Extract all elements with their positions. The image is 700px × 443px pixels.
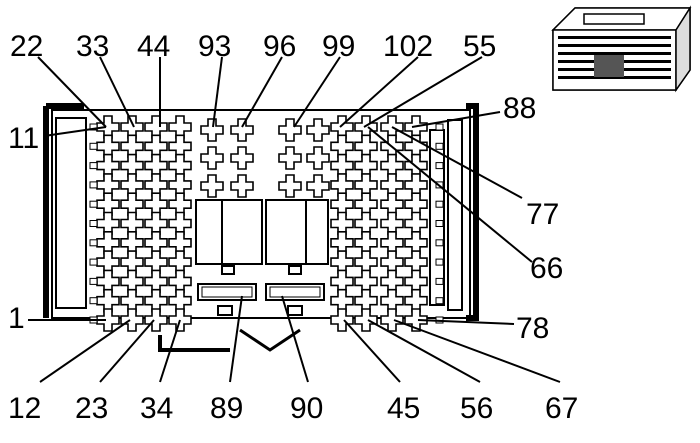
pin-labels: 22 33 44 93 96 99 102 55 88 11 77 66 1 7… bbox=[8, 30, 578, 425]
pin-label-34: 34 bbox=[140, 392, 173, 425]
pin-label-23: 23 bbox=[75, 392, 108, 425]
pin-cavity bbox=[230, 118, 254, 142]
pin-label-44: 44 bbox=[137, 30, 170, 63]
housing-tick bbox=[435, 123, 444, 131]
pin-label-96: 96 bbox=[263, 30, 296, 63]
pin-label-93: 93 bbox=[198, 30, 231, 63]
pin-label-12: 12 bbox=[8, 392, 41, 425]
housing-tick bbox=[435, 220, 444, 227]
housing-tick bbox=[435, 162, 444, 170]
pin-label-90: 90 bbox=[290, 392, 323, 425]
connector-thumbnail bbox=[551, 5, 692, 93]
connector-body bbox=[43, 103, 479, 352]
pin-cavity bbox=[330, 308, 354, 332]
pin-cavity bbox=[354, 308, 378, 332]
pin-cavity bbox=[230, 146, 254, 170]
housing-tick bbox=[435, 239, 444, 247]
housing-tick bbox=[89, 181, 98, 189]
pin-cavity bbox=[278, 174, 302, 198]
pin-cavity bbox=[404, 308, 428, 332]
housing-tick bbox=[89, 258, 98, 266]
housing-tick bbox=[89, 239, 98, 247]
pin-cavity bbox=[380, 308, 404, 332]
pin-cavity bbox=[200, 174, 224, 198]
pin-label-56: 56 bbox=[460, 392, 493, 425]
housing-tick bbox=[435, 277, 444, 285]
housing-tick bbox=[89, 200, 98, 208]
pin-label-33: 33 bbox=[76, 30, 109, 63]
pin-label-66: 66 bbox=[530, 252, 563, 285]
pin-label-78: 78 bbox=[516, 312, 549, 345]
housing-tick bbox=[89, 162, 98, 170]
pin-label-22: 22 bbox=[10, 30, 43, 63]
housing-tick bbox=[89, 220, 98, 227]
pin-cavity bbox=[144, 308, 168, 332]
housing-tick bbox=[89, 142, 98, 150]
housing-tick bbox=[435, 258, 444, 266]
pin-label-99: 99 bbox=[322, 30, 355, 63]
leader-lines bbox=[28, 56, 561, 383]
housing-tick bbox=[89, 123, 98, 131]
housing-tick bbox=[89, 277, 98, 285]
pin-cavity bbox=[200, 118, 224, 142]
housing-tick bbox=[435, 297, 444, 305]
pin-cavity bbox=[278, 146, 302, 170]
pin-grid bbox=[89, 115, 444, 332]
pin-cavity bbox=[306, 146, 330, 170]
housing-tick bbox=[435, 200, 444, 208]
housing-tick bbox=[89, 297, 98, 305]
housing-tick bbox=[435, 142, 444, 150]
pin-label-11: 11 bbox=[8, 122, 39, 155]
pin-cavity bbox=[120, 308, 144, 332]
pin-label-1: 1 bbox=[8, 302, 25, 335]
pin-label-45: 45 bbox=[387, 392, 420, 425]
pin-cavity bbox=[96, 308, 120, 332]
pin-cavity bbox=[200, 146, 224, 170]
pin-label-89: 89 bbox=[210, 392, 243, 425]
pin-cavity bbox=[230, 174, 254, 198]
pin-label-102: 102 bbox=[383, 30, 433, 63]
pin-label-67: 67 bbox=[545, 392, 578, 425]
pin-label-55: 55 bbox=[463, 30, 496, 63]
pin-label-77: 77 bbox=[526, 198, 559, 231]
pin-label-88: 88 bbox=[503, 92, 536, 125]
pin-cavity bbox=[306, 118, 330, 142]
pin-cavity bbox=[306, 174, 330, 198]
